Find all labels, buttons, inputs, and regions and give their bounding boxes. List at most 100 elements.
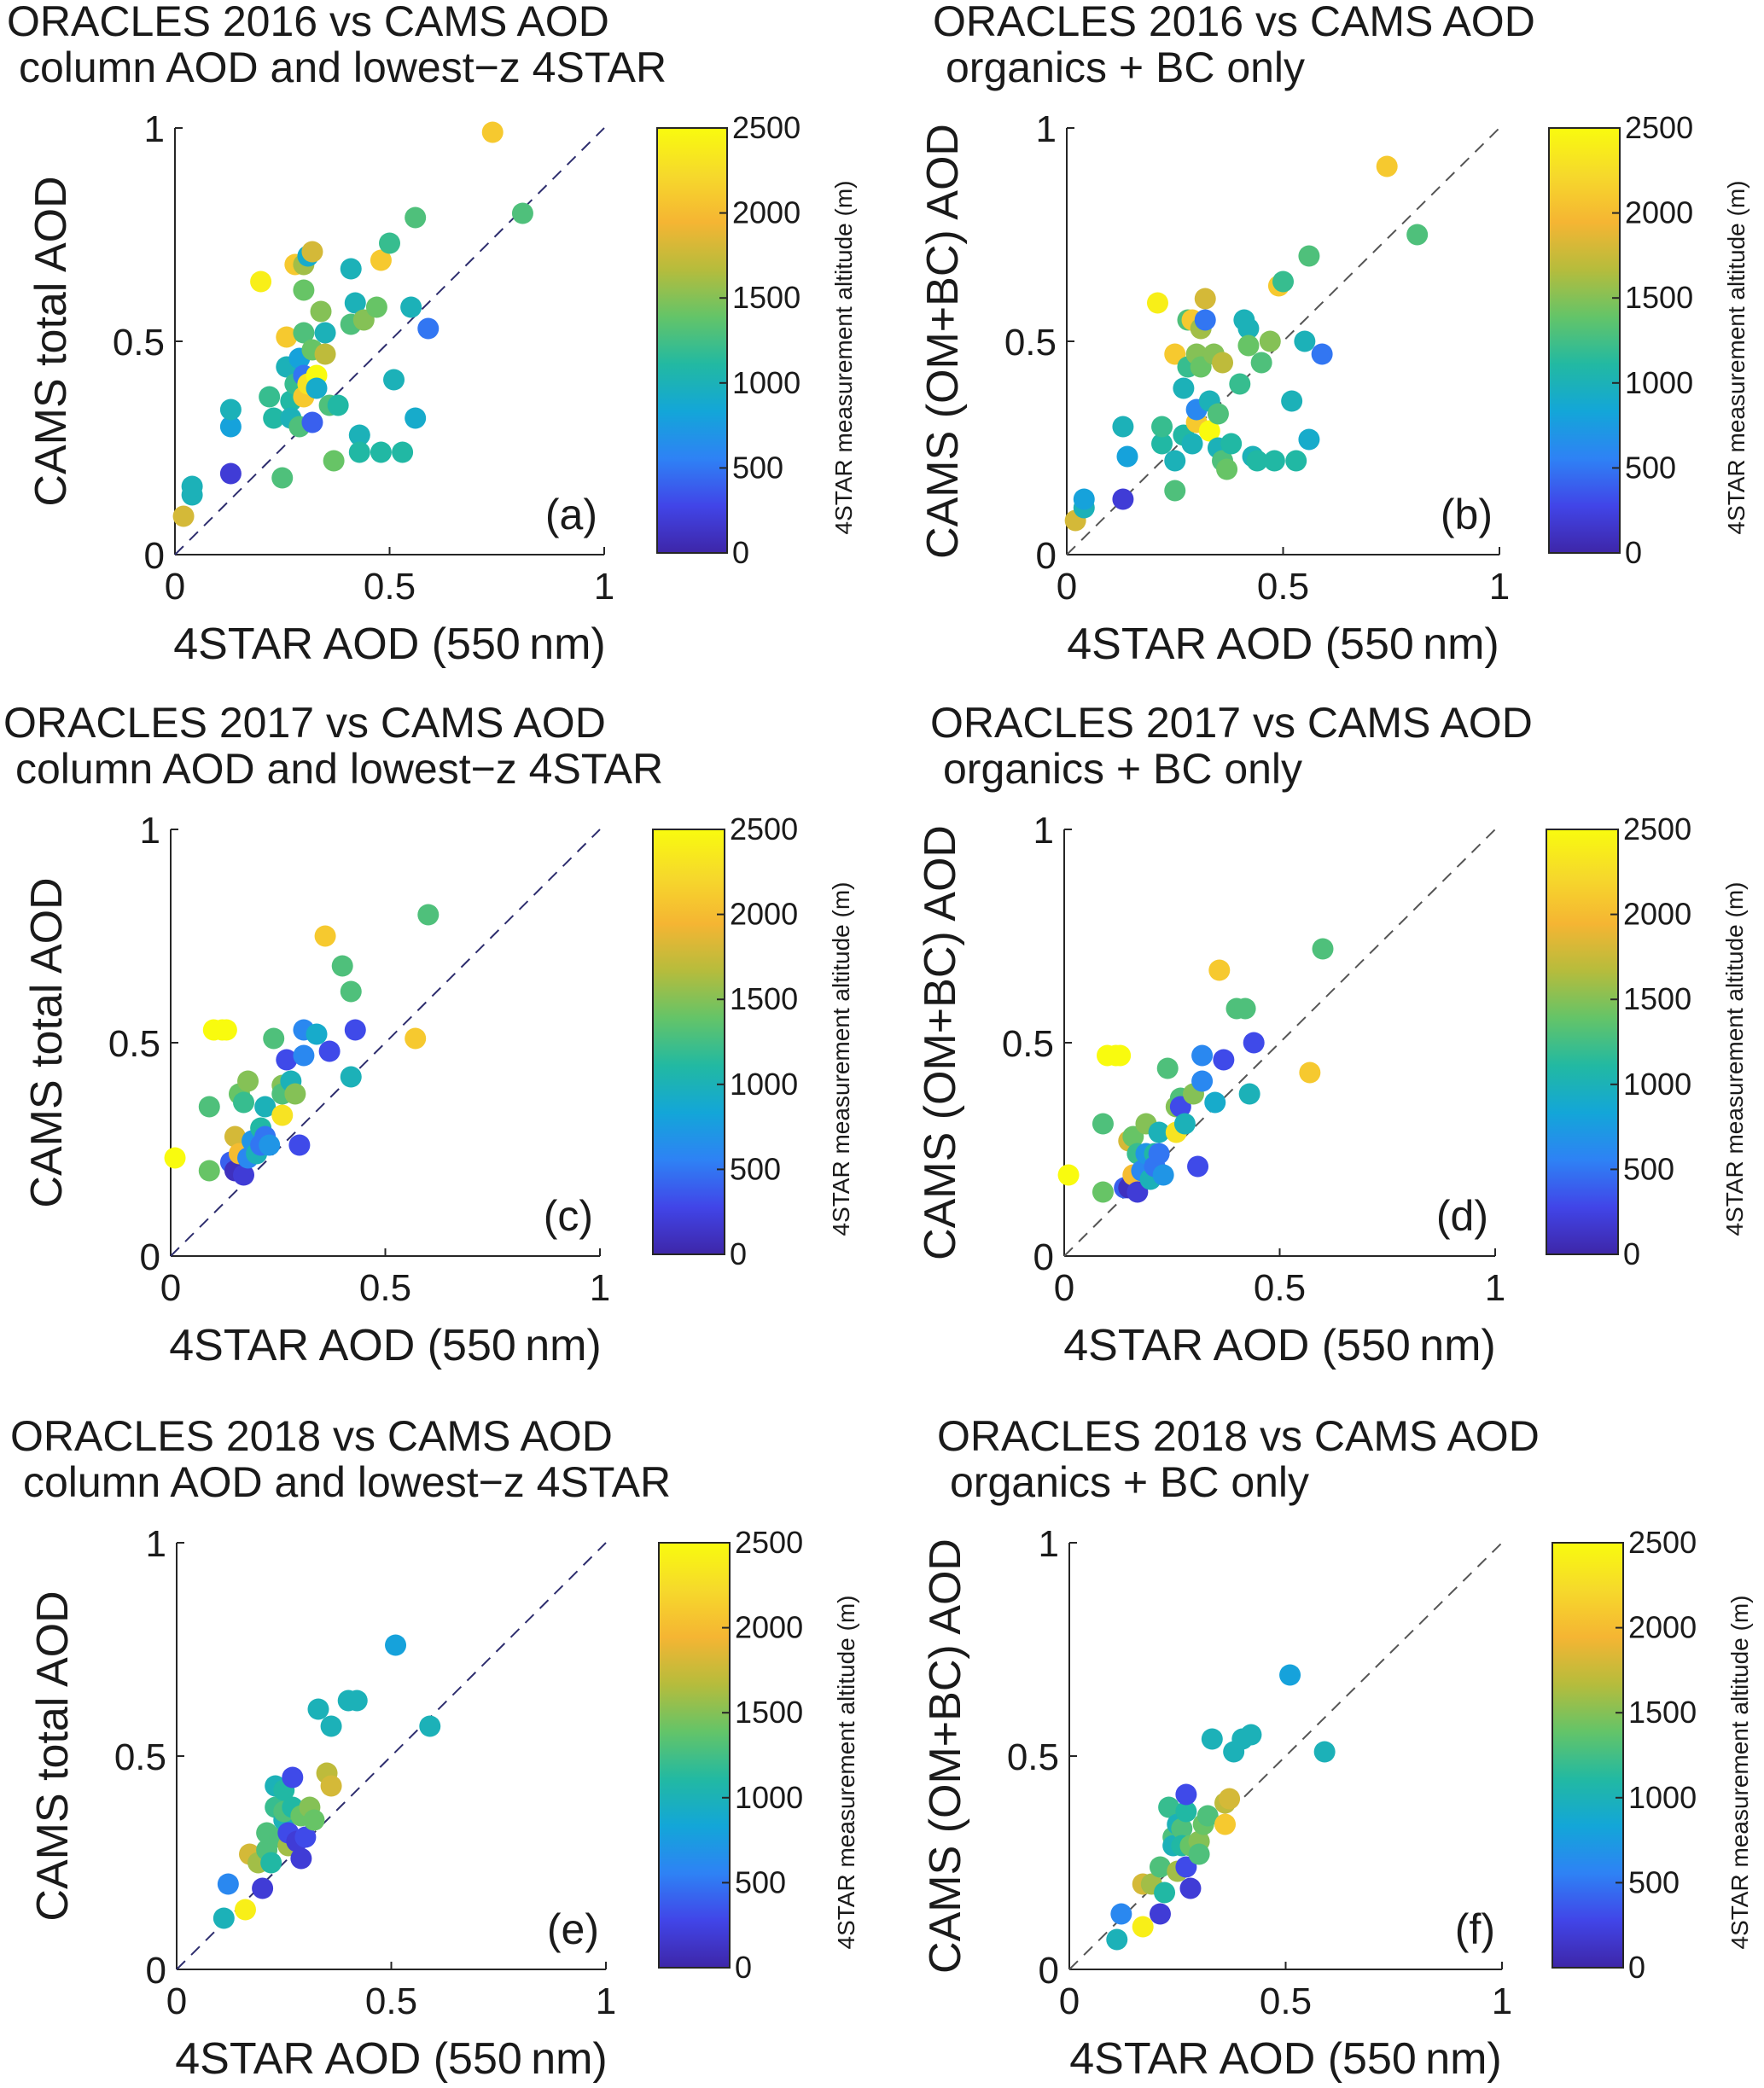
data-point [405,206,427,229]
data-point [1220,433,1243,455]
data-point [1116,445,1138,468]
data-point [379,232,400,254]
data-point [234,1899,256,1921]
data-point [1151,433,1173,455]
x-axis-label: 4STAR AOD (550 nm) [175,2034,608,2084]
colorbar-tick-label: 2000 [730,897,798,932]
data-point [307,1698,329,1720]
panel-label: (e) [547,1905,599,1953]
colorbar-tick-label: 1000 [732,365,800,400]
y-tick-label: 0.5 [1004,322,1057,364]
data-point [365,296,387,318]
data-point [263,1027,285,1050]
x-tick-label: 0.5 [1257,566,1309,608]
panel-label: (b) [1441,491,1493,538]
data-point [1191,1070,1214,1092]
data-point [250,270,272,293]
x-axis-label: 4STAR AOD (550 nm) [173,619,606,669]
x-axis-label: 4STAR AOD (550 nm) [1067,619,1499,669]
data-point [1175,1783,1197,1806]
colorbar [658,1542,731,1969]
data-point [181,475,203,497]
data-point [1312,938,1334,960]
data-point [224,1125,246,1148]
data-point [1376,155,1398,177]
data-point [392,441,414,463]
data-point [301,241,323,263]
colorbar-tick-label: 2500 [1623,811,1691,846]
data-point [1148,1121,1170,1143]
data-point [314,343,336,365]
data-point [370,441,392,463]
data-point [1191,1044,1214,1067]
data-point [323,450,345,472]
data-point [320,1775,342,1797]
data-point [271,1104,294,1126]
y-tick-label: 0 [1036,535,1057,577]
colorbar-tick-label: 500 [1628,1864,1680,1899]
panel-label: (d) [1436,1192,1488,1240]
colorbar [1552,1542,1624,1969]
colorbar-tick-label: 1000 [730,1067,798,1102]
data-point [1092,1181,1114,1203]
colorbar-tick-label: 2500 [732,110,800,145]
one-to-one-line [170,829,601,1257]
data-point [1181,433,1203,455]
data-point [346,1690,368,1712]
chart-title-line2: column AOD and lowest−z 4STAR [23,1458,671,1506]
colorbar-tick-label: 0 [732,535,749,570]
chart-title-line1: ORACLES 2018 vs CAMS AOD [937,1412,1540,1460]
x-tick-label: 0.5 [359,1267,411,1309]
chart-title-line1: ORACLES 2016 vs CAMS AOD [7,0,609,45]
data-point [1243,1032,1265,1054]
data-point [1092,1113,1114,1135]
data-point [1109,1044,1132,1067]
data-point [1112,416,1134,438]
data-point [1149,1856,1171,1878]
data-point [1279,1664,1301,1686]
colorbar [1548,127,1621,554]
data-point [318,1040,341,1062]
colorbar-tick-label: 1500 [735,1695,803,1730]
data-point [282,1766,304,1788]
data-point [293,322,315,344]
data-point [417,904,440,926]
colorbar-tick-label: 0 [735,1950,752,1985]
data-point [1313,1741,1336,1763]
data-point [405,1027,427,1050]
data-point [260,1852,282,1874]
y-tick-label: 0.5 [1007,1736,1059,1778]
y-axis-label: CAMS (OM+BC) AOD [916,825,965,1260]
data-point [1259,330,1281,352]
x-tick-label: 0.5 [364,566,416,608]
data-point [1406,224,1429,246]
data-point [348,441,370,463]
data-point [1164,480,1186,502]
x-tick-label: 1 [594,566,614,608]
data-point [172,505,195,527]
data-point [327,394,349,416]
colorbar-label: 4STAR measurement altitude (m) [833,1596,859,1950]
data-point [237,1070,259,1092]
data-point [219,462,242,485]
data-point [215,1019,237,1041]
data-point [290,1847,312,1870]
data-point [314,925,336,947]
data-point [1250,352,1272,374]
x-tick-label: 0 [160,1267,181,1309]
y-tick-label: 0 [1039,1950,1059,1992]
colorbar-tick-label: 2000 [1628,1610,1697,1645]
data-point [1156,1057,1179,1079]
chart-title-line2: organics + BC only [946,44,1305,91]
x-axis-label: 4STAR AOD (550 nm) [1063,1321,1496,1370]
colorbar-tick-label: 1500 [730,981,798,1016]
data-point [1154,1882,1176,1904]
data-point [288,1134,311,1156]
data-point [370,249,392,271]
y-tick-label: 0 [140,1236,160,1278]
y-axis-label: CAMS total AOD [22,877,72,1207]
data-point [1272,270,1294,293]
